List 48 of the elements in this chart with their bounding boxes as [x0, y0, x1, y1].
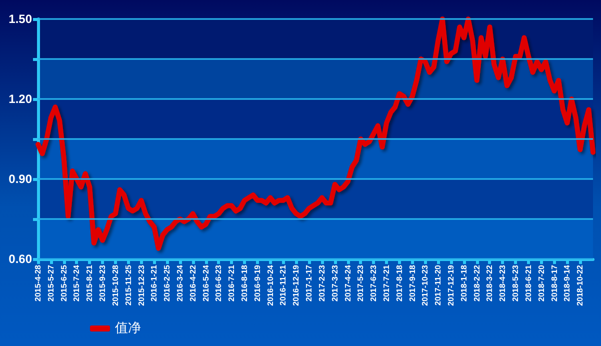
x-tick-label: 2017-6-23 — [369, 264, 378, 302]
x-tick-label: 2015-4-28 — [34, 264, 42, 302]
x-tick-label: 2015-11-25 — [124, 264, 133, 306]
x-tick-label: 2017-11-20 — [434, 264, 443, 306]
x-tick-label: 2017-3-23 — [330, 264, 340, 302]
x-tick-label: 2016-4-22 — [188, 264, 198, 302]
x-tick-label: 2015-8-21 — [85, 264, 94, 302]
x-tick-label: 2017-9-18 — [408, 264, 417, 302]
x-tick-label: 2015-5-27 — [46, 264, 56, 302]
x-tick-label: 2015-9-23 — [98, 264, 108, 302]
x-tick-label: 2017-10-23 — [420, 264, 430, 306]
x-tick-label: 2018-3-22 — [485, 264, 494, 302]
x-tick-label: 2016-12-19 — [292, 264, 301, 306]
x-tick-label: 2017-12-19 — [446, 264, 456, 306]
x-tick-label: 2016-1-21 — [150, 264, 159, 302]
legend-label: 值净 — [115, 321, 141, 336]
x-tick-label: 2018-10-22 — [576, 264, 585, 306]
x-tick-label: 2016-5-24 — [201, 264, 210, 302]
x-tick-label: 2018-8-17 — [550, 264, 559, 302]
x-tick-label: 2016-11-21 — [278, 264, 288, 306]
x-tick-label: 2017-2-23 — [317, 264, 326, 302]
y-tick-label: 0.60 — [8, 252, 32, 266]
x-tick-label: 2017-1-17 — [304, 264, 314, 302]
x-tick-label: 2015-12-23 — [136, 264, 146, 306]
x-tick-label: 2017-5-23 — [356, 264, 366, 302]
x-tick-label: 2018-5-23 — [511, 264, 520, 302]
x-tick-label: 2015-6-25 — [59, 264, 68, 302]
x-tick-label: 2016-7-21 — [227, 264, 236, 302]
x-tick-label: 2016-8-18 — [240, 264, 250, 302]
x-tick-label: 2018-9-14 — [562, 264, 572, 302]
x-tick-label: 2018-4-23 — [498, 264, 508, 302]
x-tick-label: 2017-8-18 — [394, 264, 404, 302]
x-tick-label: 2016-10-24 — [266, 264, 275, 306]
x-tick-label: 2015-7-24 — [72, 264, 82, 302]
y-tick-label: 0.90 — [8, 172, 32, 186]
x-tick-label: 2018-1-18 — [459, 264, 468, 302]
x-tick-label: 2017-7-21 — [382, 264, 391, 302]
x-tick-label: 2016-9-19 — [252, 264, 262, 302]
x-tick-label: 2018-2-22 — [472, 264, 482, 302]
x-tick-label: 2016-2-25 — [162, 264, 172, 302]
x-tick-label: 2017-4-24 — [343, 264, 352, 302]
y-tick-label: 1.20 — [8, 92, 32, 106]
x-tick-label: 2016-3-24 — [175, 264, 184, 302]
x-tick-label: 2016-6-23 — [214, 264, 224, 302]
x-tick-label: 2018-7-20 — [536, 264, 546, 302]
x-tick-label: 2018-6-21 — [524, 264, 533, 302]
y-tick-label: 1.50 — [8, 12, 32, 26]
x-tick-label: 2015-10-28 — [110, 264, 120, 306]
